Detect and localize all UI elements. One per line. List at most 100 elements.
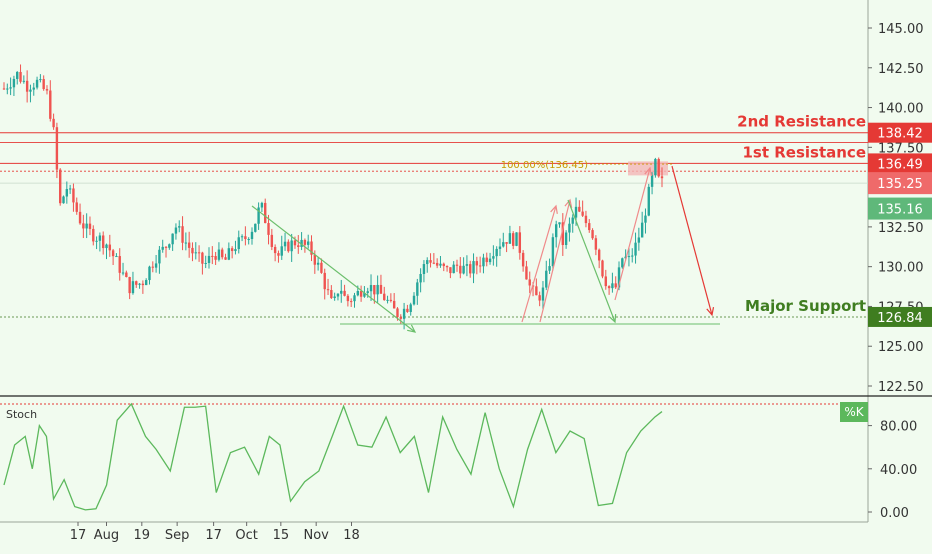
candle-body xyxy=(594,238,598,250)
candle-body xyxy=(307,241,310,245)
candle-body xyxy=(95,240,98,242)
candle-body xyxy=(435,262,439,266)
candle-body xyxy=(191,247,194,254)
candle-body xyxy=(512,233,515,246)
pattern-arrow-head xyxy=(608,313,617,324)
level-name: Major Support xyxy=(745,297,866,315)
candle-body xyxy=(631,255,634,257)
candle-body xyxy=(445,266,449,268)
candle-body xyxy=(323,272,326,290)
level-name: 1st Resistance xyxy=(742,143,866,161)
candle-body xyxy=(194,252,197,254)
candle-body xyxy=(273,246,277,254)
candle-body xyxy=(187,242,191,248)
candle-body xyxy=(492,256,495,259)
candle-body xyxy=(72,188,75,203)
candle-body xyxy=(432,262,436,264)
time-tick-label: Nov xyxy=(303,528,329,543)
candle-body xyxy=(607,286,611,289)
candle-body xyxy=(545,270,548,288)
candle-body xyxy=(197,252,201,254)
candle-body xyxy=(525,266,528,280)
candle-body xyxy=(518,232,522,253)
candle-body xyxy=(16,71,19,79)
candle-body xyxy=(55,127,59,170)
price-tick-label: 145.00 xyxy=(878,22,924,37)
price-tick-label: 140.00 xyxy=(878,102,924,117)
level-price-tag-label: 136.49 xyxy=(877,157,923,172)
candle-body xyxy=(343,290,346,296)
candle-body xyxy=(373,285,376,295)
candle-body xyxy=(59,169,62,204)
time-tick-label: 18 xyxy=(343,528,360,543)
candle-body xyxy=(313,254,317,265)
candle-body xyxy=(472,261,475,274)
candle-body xyxy=(634,242,637,256)
candle-body xyxy=(19,71,22,82)
candle-body xyxy=(326,289,330,291)
candle-body xyxy=(627,256,631,258)
candle-body xyxy=(416,282,419,296)
candle-body xyxy=(379,284,383,294)
candle-body xyxy=(588,223,591,231)
candle-body xyxy=(574,206,578,218)
candle-body xyxy=(333,296,336,299)
candle-body xyxy=(171,233,174,245)
candle-body xyxy=(98,235,102,241)
candle-body xyxy=(65,189,69,197)
level-price-tag xyxy=(868,306,932,327)
candle-body xyxy=(264,202,267,224)
time-tick-label: Sep xyxy=(165,528,190,543)
candle-body xyxy=(521,252,525,267)
candle-body xyxy=(541,287,545,301)
candle-body xyxy=(9,87,12,89)
candle-body xyxy=(111,250,115,257)
candle-body xyxy=(475,261,479,266)
candle-body xyxy=(108,244,112,251)
candle-body xyxy=(224,257,227,260)
stoch-tick-label: 40.00 xyxy=(880,463,917,478)
candle-body xyxy=(300,239,303,247)
candle-body xyxy=(45,89,49,91)
time-tick-label: Aug xyxy=(94,528,119,543)
pattern-arrow xyxy=(567,199,616,323)
pattern-arrow xyxy=(614,167,651,301)
candle-body xyxy=(621,258,624,268)
candle-body xyxy=(22,80,26,82)
candle-body xyxy=(366,291,369,293)
candle-body xyxy=(62,196,65,204)
candle-body xyxy=(92,228,95,242)
candle-body xyxy=(591,230,594,239)
candle-body xyxy=(85,223,88,229)
candle-body xyxy=(558,222,561,225)
candle-body xyxy=(584,215,588,224)
candle-body xyxy=(359,291,363,297)
candle-body xyxy=(161,246,164,250)
candle-body xyxy=(426,260,429,265)
price-tick-label: 122.50 xyxy=(878,380,924,395)
price-tag xyxy=(868,197,932,220)
candle-body xyxy=(564,232,568,246)
candle-body xyxy=(244,236,247,240)
price-tag xyxy=(868,172,932,195)
candle-body xyxy=(409,304,412,312)
time-tick-label: 17 xyxy=(70,528,87,543)
candle-body xyxy=(287,241,290,252)
pattern-arrow xyxy=(251,205,416,333)
candle-body xyxy=(148,266,151,281)
candle-body xyxy=(164,246,168,248)
candle-body xyxy=(125,272,128,278)
candle-body xyxy=(42,79,45,90)
price-tick-label: 137.50 xyxy=(878,141,924,156)
candle-body xyxy=(389,299,393,301)
candle-body xyxy=(118,256,121,273)
candle-body xyxy=(247,239,250,241)
candle-body xyxy=(320,262,323,273)
candle-body xyxy=(485,257,488,263)
candle-body xyxy=(353,295,356,302)
candle-body xyxy=(654,158,657,176)
candle-body xyxy=(535,286,538,296)
candle-body xyxy=(624,256,627,259)
